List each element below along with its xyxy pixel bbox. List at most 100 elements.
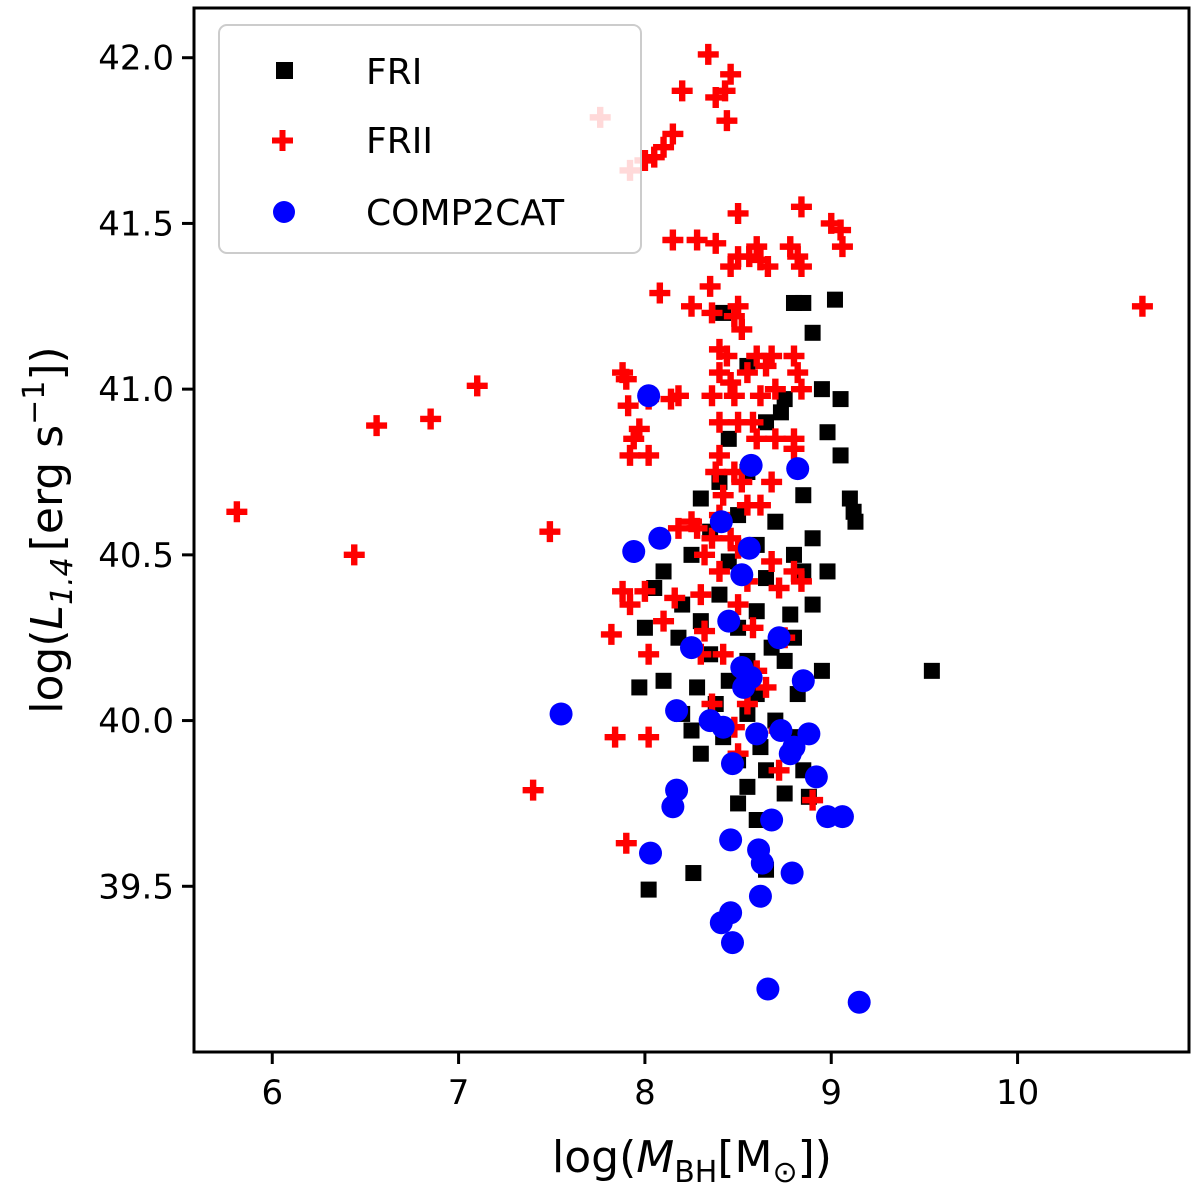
frii-point-49 <box>617 395 639 417</box>
frii-point-94 <box>727 594 749 616</box>
comp2cat-point-15 <box>665 699 689 723</box>
frii-point-111 <box>638 726 660 748</box>
fri-point-16 <box>795 487 812 504</box>
fri-point-71 <box>748 812 765 828</box>
frii-point-51 <box>660 388 682 410</box>
fri-point-74 <box>685 865 702 882</box>
fri-point-38 <box>804 596 821 613</box>
frii-point-58 <box>708 411 730 433</box>
legend-marker-circle <box>273 201 295 223</box>
fri-point-9 <box>720 430 737 447</box>
fri-point-12 <box>819 424 836 441</box>
legend-label-comp2cat: COMP2CAT <box>366 193 565 234</box>
frii-point-123 <box>1131 295 1153 317</box>
legend-item-fri: FRI <box>276 52 422 93</box>
fri-point-26 <box>785 546 802 563</box>
x-axis-title-sun: ⊙ <box>773 1155 798 1190</box>
frii-point-0 <box>697 43 719 65</box>
comp2cat-point-4 <box>648 526 672 550</box>
frii-point-27 <box>757 256 779 278</box>
comp2cat-point-24 <box>720 752 744 776</box>
frii-point-88 <box>768 577 790 599</box>
frii-point-117 <box>226 501 248 523</box>
legend-item-frii: FRII <box>272 121 433 162</box>
frii-point-36 <box>708 338 730 360</box>
frii-point-65 <box>619 444 641 466</box>
frii-point-105 <box>755 676 777 698</box>
comp2cat-point-1 <box>739 453 763 477</box>
frii-point-10 <box>634 149 656 171</box>
frii-point-26 <box>720 256 742 278</box>
x-axis-title-var: M <box>636 1132 674 1183</box>
legend: FRI FRII COMP2CAT <box>218 24 642 254</box>
comp2cat-point-18 <box>711 715 735 739</box>
frii-point-70 <box>723 461 745 483</box>
frii-point-15 <box>830 219 852 241</box>
frii-point-30 <box>649 282 671 304</box>
x-axis-title-suffix: ]) <box>798 1132 832 1183</box>
fri-point-63 <box>692 745 709 762</box>
fri-point-48 <box>813 662 830 679</box>
frii-point-110 <box>604 726 626 748</box>
fri-point-3 <box>826 291 843 308</box>
frii-point-121 <box>466 375 488 397</box>
comp2cat-point-27 <box>661 795 685 819</box>
x-axis-title: log(MBH[M⊙]) <box>552 1132 832 1190</box>
frii-point-107 <box>736 693 758 715</box>
frii-point-48 <box>764 378 786 400</box>
fri-point-73 <box>640 881 657 898</box>
plot-frame <box>192 6 1191 1054</box>
frii-point-101 <box>638 643 660 665</box>
fri-point-7 <box>813 381 830 398</box>
legend-marker-square <box>276 62 293 79</box>
fri-point-4 <box>804 324 821 341</box>
comp2cat-point-16 <box>549 702 573 726</box>
comp2cat-point-7 <box>730 563 754 587</box>
fri-point-30 <box>758 570 775 587</box>
y-axis-title-var: L <box>22 605 73 630</box>
frii-point-18 <box>705 232 727 254</box>
frii-point-8 <box>653 136 675 158</box>
fri-point-2 <box>795 294 812 311</box>
frii-point-99 <box>742 617 764 639</box>
frii-point-14 <box>820 212 842 234</box>
x-axis-title-bracket: [M <box>717 1132 772 1183</box>
y-axis-title: log(L1.4 [erg s−1]) <box>17 346 80 713</box>
frii-point-16 <box>662 229 684 251</box>
data-points <box>226 43 1153 1014</box>
series-frii <box>226 43 1153 854</box>
comp2cat-point-30 <box>830 805 854 829</box>
frii-point-71 <box>731 471 753 493</box>
frii-point-2 <box>714 80 736 102</box>
frii-point-90 <box>612 580 634 602</box>
fri-point-49 <box>631 679 648 696</box>
frii-point-67 <box>708 444 730 466</box>
y-tick-label-0: 39.5 <box>98 867 174 907</box>
frii-point-23 <box>787 246 809 268</box>
frii-point-47 <box>787 362 809 384</box>
frii-point-5 <box>716 110 738 132</box>
frii-point-33 <box>701 302 723 324</box>
frii-point-68 <box>783 438 805 460</box>
frii-point-119 <box>366 415 388 437</box>
frii-point-114 <box>802 789 824 811</box>
fri-point-47 <box>776 652 793 669</box>
frii-point-63 <box>764 428 786 450</box>
x-tick-label-1: 7 <box>448 1073 470 1113</box>
frii-point-75 <box>749 494 771 516</box>
comp2cat-point-34 <box>750 851 774 875</box>
y-tick-label-3: 41.0 <box>98 370 174 410</box>
frii-point-66 <box>638 444 660 466</box>
fri-point-17 <box>841 490 858 507</box>
frii-point-57 <box>628 418 650 440</box>
frii-point-34 <box>723 305 745 327</box>
fri-point-32 <box>819 563 836 580</box>
y-tick-label-5: 42.0 <box>98 39 174 79</box>
frii-point-39 <box>761 345 783 367</box>
frii-point-85 <box>783 560 805 582</box>
frii-point-73 <box>712 484 734 506</box>
fri-point-65 <box>758 762 775 779</box>
x-tick-label-0: 6 <box>261 1073 283 1113</box>
frii-point-72 <box>761 471 783 493</box>
frii-point-122 <box>539 521 561 543</box>
